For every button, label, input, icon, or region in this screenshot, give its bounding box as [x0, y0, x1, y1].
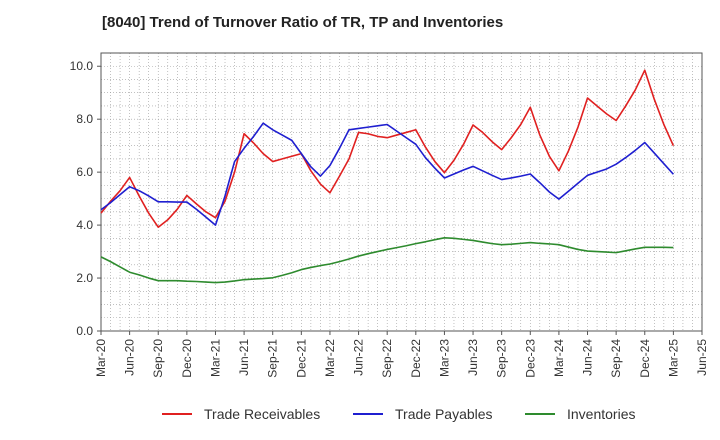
- x-tick-label: Mar-24: [552, 339, 566, 377]
- legend-label: Trade Payables: [395, 406, 493, 422]
- y-tick-label: 2.0: [76, 271, 93, 285]
- x-tick-label: Jun-24: [581, 339, 595, 376]
- x-tick-label: Jun-23: [466, 339, 480, 376]
- x-tick-label: Dec-24: [638, 339, 652, 378]
- x-tick-label: Dec-21: [294, 339, 308, 378]
- y-tick-label: 0.0: [76, 324, 93, 338]
- y-tick-label: 10.0: [70, 59, 94, 73]
- x-tick-label: Sep-21: [266, 339, 280, 378]
- x-tick-label: Dec-20: [180, 339, 194, 378]
- chart-title: [8040] Trend of Turnover Ratio of TR, TP…: [102, 14, 504, 31]
- y-tick-label: 8.0: [76, 112, 93, 126]
- plot-frame: [100, 52, 703, 332]
- x-tick-label: Jun-22: [352, 339, 366, 376]
- x-tick-label: Sep-24: [609, 339, 623, 378]
- x-tick-label: Jun-20: [123, 339, 137, 376]
- x-tick-label: Dec-22: [409, 339, 423, 378]
- x-tick-label: Jun-25: [695, 339, 709, 376]
- x-tick-label: Mar-23: [437, 339, 451, 377]
- x-tick-label: Sep-20: [151, 339, 165, 378]
- y-tick-label: 4.0: [76, 218, 93, 232]
- x-tick-label: Mar-25: [666, 339, 680, 377]
- y-tick-label: 6.0: [76, 165, 93, 179]
- x-tick-label: Dec-23: [523, 339, 537, 378]
- series-line-trade-payables: [100, 122, 674, 226]
- series-line-trade-receivables: [100, 69, 675, 229]
- x-tick-label: Sep-22: [380, 339, 394, 378]
- legend-label: Inventories: [567, 406, 635, 422]
- x-tick-label: Mar-20: [94, 339, 108, 377]
- legend-label: Trade Receivables: [204, 406, 320, 422]
- x-tick-label: Jun-21: [237, 339, 251, 376]
- series-line-inventories: [100, 237, 674, 284]
- x-tick-label: Mar-22: [323, 339, 337, 377]
- x-tick-label: Mar-21: [208, 339, 222, 377]
- x-tick-label: Sep-23: [495, 339, 509, 378]
